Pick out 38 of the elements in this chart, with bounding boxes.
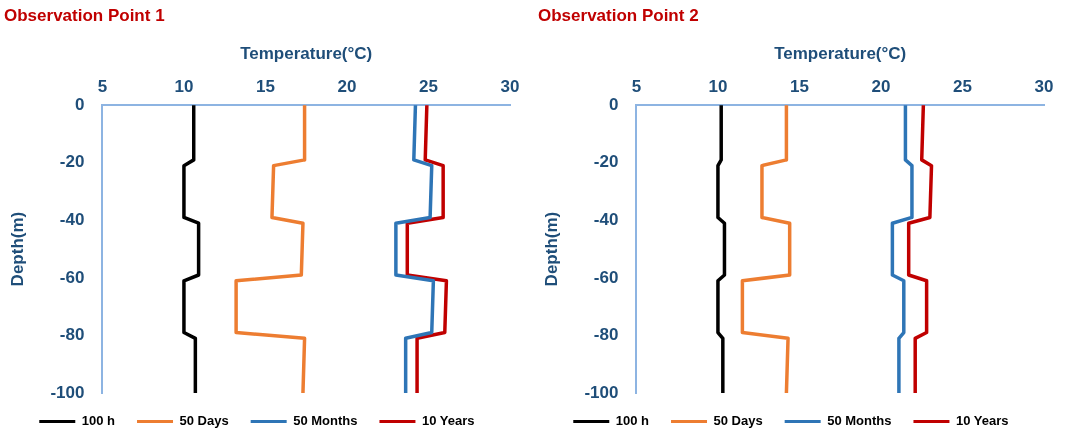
x-tick-label: 5 [631, 76, 642, 96]
x-tick-label: 5 [97, 76, 108, 96]
legend-label: 50 Months [293, 413, 358, 429]
y-tick-label: 0 [608, 94, 619, 114]
legend-label: 10 Years [421, 413, 475, 429]
y-tick-label: -60 [593, 267, 619, 287]
y-tick-label: 0 [74, 94, 85, 114]
y-tick-label: -100 [50, 382, 85, 402]
y-tick-label: -40 [59, 210, 85, 230]
y-tick-label: -60 [59, 267, 85, 287]
y-axis-title: Depth(m) [7, 211, 27, 287]
x-tick-label: 25 [953, 76, 972, 96]
legend-label: 100 h [615, 413, 650, 429]
x-tick-label: 30 [1034, 76, 1054, 96]
y-tick-label: -80 [59, 325, 85, 345]
x-axis-title: Temperature(°C) [774, 44, 907, 64]
y-tick-label: -80 [593, 325, 619, 345]
legend-label: 50 Months [827, 413, 892, 429]
x-tick-label: 10 [708, 76, 728, 96]
x-tick-label: 30 [500, 76, 520, 96]
x-axis-title: Temperature(°C) [240, 44, 373, 64]
y-tick-label: -40 [593, 210, 619, 230]
y-axis-title: Depth(m) [541, 211, 561, 287]
chart-title: Observation Point 2 [538, 5, 699, 25]
y-tick-label: -20 [59, 152, 85, 172]
y-tick-label: -100 [584, 382, 619, 402]
chart-title: Observation Point 1 [4, 5, 165, 25]
x-tick-label: 20 [337, 76, 357, 96]
x-tick-label: 20 [871, 76, 891, 96]
legend-label: 50 Days [713, 413, 763, 429]
legend-label: 50 Days [179, 413, 229, 429]
x-tick-label: 25 [419, 76, 438, 96]
x-tick-label: 10 [174, 76, 194, 96]
x-tick-label: 15 [255, 76, 275, 96]
legend-label: 100 h [81, 413, 116, 429]
legend-label: 10 Years [955, 413, 1009, 429]
y-tick-label: -20 [593, 152, 619, 172]
x-tick-label: 15 [789, 76, 809, 96]
